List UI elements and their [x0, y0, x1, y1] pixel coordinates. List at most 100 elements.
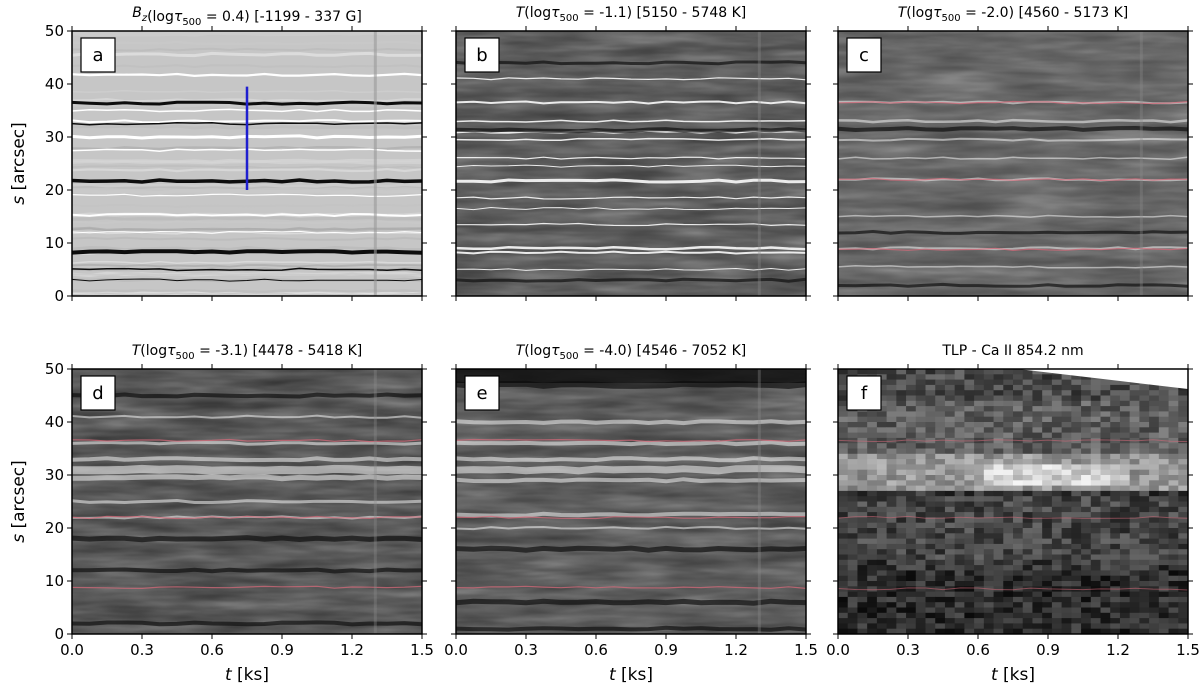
- tlp-cell: [935, 528, 946, 534]
- tlp-cell: [876, 437, 888, 444]
- tlp-cell: [964, 628, 975, 634]
- tlp-cell: [896, 379, 907, 386]
- tlp-cell: [1158, 570, 1170, 577]
- positive-lane: [72, 193, 422, 198]
- tlp-cell: [876, 443, 888, 449]
- tlp-cell: [1013, 628, 1024, 634]
- tlp-cell: [1158, 596, 1170, 603]
- tlp-cell: [847, 506, 858, 513]
- tlp-cell: [1022, 390, 1033, 396]
- tlp-cell: [1090, 384, 1101, 391]
- tlp-cell: [1119, 549, 1131, 555]
- tlp-cell: [983, 522, 995, 529]
- tlp-cell: [1158, 612, 1170, 619]
- tlp-cell: [906, 565, 917, 571]
- tlp-cell: [896, 406, 907, 412]
- contour-line: [72, 585, 422, 590]
- tlp-cell: [944, 570, 956, 577]
- tlp-cell: [1032, 384, 1043, 391]
- tlp-cell: [993, 448, 1004, 455]
- tlp-cell: [1149, 384, 1160, 391]
- tlp-cell: [1149, 565, 1160, 571]
- tlp-cell: [983, 602, 995, 608]
- tlp-cell: [944, 554, 956, 561]
- tlp-cell: [886, 596, 897, 603]
- tlp-cell: [915, 538, 926, 545]
- tlp-cell: [1013, 448, 1024, 455]
- tlp-cell: [1139, 549, 1150, 555]
- tlp-cell: [1149, 533, 1160, 540]
- tlp-cell: [1149, 395, 1160, 402]
- tlp-cell: [1071, 596, 1082, 603]
- tlp-cell: [944, 549, 956, 555]
- tlp-cell: [964, 602, 975, 608]
- tlp-cell: [857, 496, 868, 502]
- tlp-cell: [983, 416, 995, 423]
- tlp-cell: [1071, 581, 1082, 587]
- tlp-cell: [974, 623, 985, 630]
- tlp-cell: [1168, 416, 1179, 423]
- tlp-cell: [896, 623, 907, 630]
- tlp-cell: [867, 628, 878, 634]
- tlp-cell: [896, 475, 907, 481]
- tlp-cell: [1022, 506, 1033, 513]
- tlp-cell: [1139, 427, 1150, 434]
- tlp-cell: [867, 485, 878, 492]
- tlp-cell: [847, 538, 858, 545]
- tlp-cell: [1119, 607, 1131, 614]
- tlp-cell: [1090, 422, 1101, 428]
- tlp-cell: [1178, 575, 1188, 582]
- positive-lane: [72, 230, 422, 234]
- tlp-cell: [1022, 459, 1033, 465]
- tlp-cell: [1139, 512, 1150, 518]
- tlp-cell: [838, 623, 849, 630]
- tlp-cell: [1032, 623, 1043, 630]
- tlp-cell: [906, 528, 917, 534]
- tlp-cell: [1003, 512, 1014, 518]
- tlp-cell: [1032, 480, 1043, 487]
- tlp-cell: [1178, 464, 1188, 471]
- tlp-cell: [1178, 618, 1188, 624]
- tlp-cell: [1081, 490, 1092, 497]
- tlp-cell: [1090, 575, 1101, 582]
- tlp-cell: [876, 559, 888, 566]
- tlp-cell: [1110, 549, 1121, 555]
- tlp-cell: [993, 581, 1004, 587]
- tlp-cell: [983, 437, 995, 444]
- tlp-cell: [1032, 374, 1043, 381]
- tlp-cell: [906, 406, 917, 412]
- tlp-cell: [944, 459, 956, 465]
- x-tick-label: 1.2: [340, 641, 364, 659]
- tlp-cell: [906, 586, 917, 593]
- tlp-cell: [1110, 618, 1121, 624]
- tlp-cell: [925, 496, 936, 502]
- tlp-cell: [1032, 618, 1043, 624]
- tlp-cell: [867, 517, 878, 524]
- tlp-cell: [1158, 533, 1170, 540]
- tlp-cell: [983, 480, 995, 487]
- tlp-cell: [1158, 628, 1170, 634]
- tlp-cell: [954, 586, 965, 593]
- tlp-cell: [1158, 464, 1170, 471]
- tlp-cell: [974, 384, 985, 391]
- tlp-cell: [1090, 533, 1101, 540]
- tlp-cell: [974, 395, 985, 402]
- tlp-cell: [983, 453, 995, 460]
- tlp-cell: [1071, 432, 1082, 439]
- tlp-cell: [1003, 575, 1014, 582]
- tlp-cell: [1090, 596, 1101, 603]
- tlp-cell: [964, 379, 975, 386]
- tlp-cell: [915, 628, 926, 634]
- tlp-cell: [1071, 384, 1082, 391]
- tlp-cell: [1042, 469, 1053, 476]
- tlp-cell: [886, 475, 897, 481]
- tlp-cell: [847, 559, 858, 566]
- tlp-cell: [867, 591, 878, 598]
- bright-band: [456, 477, 806, 484]
- tlp-cell: [1110, 623, 1121, 630]
- tlp-cell: [1129, 596, 1140, 603]
- tlp-cell: [1042, 565, 1053, 571]
- tlp-cell: [1178, 475, 1188, 481]
- field-streak: [72, 31, 422, 37]
- tlp-cell: [1090, 395, 1101, 402]
